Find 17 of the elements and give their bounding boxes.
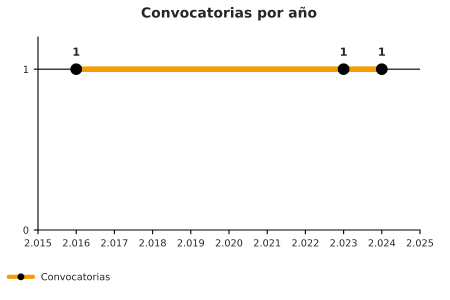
x-tick-label: 2.015 [24, 239, 52, 247]
legend-label: Convocatorias [41, 272, 110, 280]
x-tick-label: 2.019 [178, 239, 204, 247]
x-tick-label: 2.020 [216, 239, 242, 247]
data-label: 1 [74, 48, 80, 56]
chart-title: Convocatorias por año [142, 6, 316, 20]
x-tick-label: 2.016 [62, 239, 90, 247]
y-tick-label: 0 [23, 226, 28, 234]
data-label: 1 [379, 48, 385, 56]
x-tick-label: 2.023 [330, 239, 357, 247]
x-tick-label: 2.025 [406, 239, 434, 247]
x-tick-label: 2.017 [101, 239, 128, 247]
x-tick-label: 2.021 [254, 239, 280, 247]
x-tick-label: 2.022 [292, 239, 318, 247]
x-tick-label: 2.018 [139, 239, 166, 247]
data-label: 1 [340, 48, 347, 56]
x-tick-label: 2.024 [368, 239, 396, 247]
